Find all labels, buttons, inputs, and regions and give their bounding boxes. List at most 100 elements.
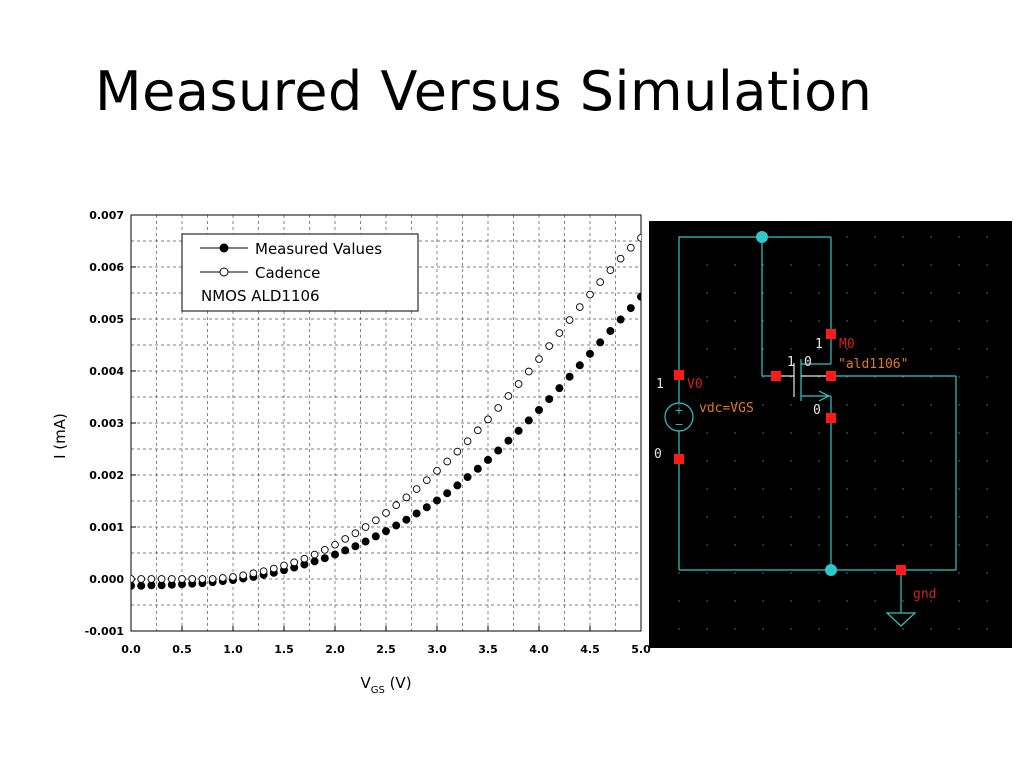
grid-dot — [902, 292, 904, 294]
measured-point — [432, 496, 441, 505]
grid-dot — [706, 516, 708, 518]
x-axis-label-sub: GS — [371, 685, 385, 696]
grid-dot — [734, 432, 736, 434]
measured-point — [565, 372, 574, 381]
grid-dot — [706, 264, 708, 266]
cadence-point — [280, 561, 288, 570]
grid-dot — [874, 516, 876, 518]
grid-dot — [706, 376, 708, 378]
grid-dot — [902, 320, 904, 322]
cadence-point — [473, 426, 482, 435]
grid-dot — [902, 404, 904, 406]
measured-point — [575, 361, 584, 370]
schematic-pins — [674, 329, 906, 575]
nmos-transistor-symbol — [776, 356, 832, 419]
cadence-point — [239, 571, 248, 580]
measured-point — [535, 405, 544, 414]
measured-point — [606, 326, 615, 335]
cadence-point — [157, 575, 166, 583]
measured-point — [392, 521, 401, 530]
cadence-point — [382, 509, 390, 517]
y-tick-label: -0.001 — [85, 625, 124, 638]
grid-dot — [958, 488, 960, 490]
grid-dot — [874, 264, 876, 266]
grid-dot — [734, 600, 736, 602]
measured-point — [402, 515, 411, 524]
grid-dot — [762, 264, 764, 266]
grid-dot — [790, 264, 792, 266]
grid-dot — [734, 348, 736, 350]
cadence-point — [259, 567, 268, 576]
grid-dot — [874, 432, 876, 434]
grid-dot — [818, 320, 820, 322]
cadence-point — [167, 575, 176, 583]
grid-dot — [678, 628, 680, 630]
grid-dot — [734, 264, 736, 266]
grid-dot — [762, 292, 764, 294]
grid-dot — [846, 572, 848, 574]
cadence-point — [565, 316, 574, 324]
grid-dot — [986, 628, 988, 630]
cadence-point — [208, 575, 217, 583]
grid-dot — [958, 348, 960, 350]
cadence-point — [198, 575, 207, 583]
grid-dot — [902, 432, 904, 434]
grid-dot — [706, 488, 708, 490]
grid-dot — [930, 292, 932, 294]
legend-label-cadence: Cadence — [255, 264, 320, 282]
legend-marker-measured — [219, 243, 229, 253]
grid-dot — [930, 376, 932, 378]
y-axis-label: I (mA) — [51, 413, 69, 459]
grid-dot — [902, 628, 904, 630]
measured-point — [330, 550, 339, 559]
grid-dot — [986, 516, 988, 518]
grid-dot — [958, 376, 960, 378]
grid-dot — [846, 320, 848, 322]
grid-dot — [790, 292, 792, 294]
grid-dot — [734, 628, 736, 630]
cadence-point — [331, 540, 339, 549]
v0-bottom-node-label: 0 — [654, 447, 662, 462]
pin-v0-bottom — [674, 454, 684, 464]
grid-dot — [734, 460, 736, 462]
y-tick-label: 0.004 — [89, 365, 124, 378]
grid-dot — [902, 460, 904, 462]
grid-dot — [930, 236, 932, 238]
cadence-point — [616, 254, 625, 263]
cadence-point — [290, 558, 299, 567]
cadence-point — [351, 529, 360, 538]
measured-point — [596, 338, 605, 347]
grid-dot — [874, 600, 876, 602]
grid-dot — [706, 432, 708, 434]
grid-dot — [958, 600, 960, 602]
grid-dot — [986, 320, 988, 322]
grid-dot — [846, 264, 848, 266]
grid-dot — [930, 264, 932, 266]
grid-dot — [902, 516, 904, 518]
grid-dot — [930, 348, 932, 350]
grid-dot — [930, 460, 932, 462]
measured-point — [443, 489, 452, 498]
measured-point — [412, 509, 421, 518]
grid-dot — [734, 572, 736, 574]
x-tick-label: 0.5 — [172, 643, 192, 656]
cadence-point — [494, 404, 503, 412]
grid-dot — [818, 376, 820, 378]
cadence-point — [453, 447, 462, 456]
measured-point — [453, 481, 462, 490]
grid-dot — [846, 516, 848, 518]
pin-v0-top — [674, 370, 684, 380]
grid-dot — [874, 488, 876, 490]
x-axis-label-main: V — [360, 674, 371, 692]
grid-dot — [846, 348, 848, 350]
grid-dot — [902, 236, 904, 238]
grid-dot — [762, 432, 764, 434]
cadence-point — [586, 290, 594, 299]
x-tick-label: 2.0 — [325, 643, 345, 656]
grid-dot — [986, 572, 988, 574]
grid-dot — [734, 320, 736, 322]
grid-dot — [930, 544, 932, 546]
schematic-wires — [678, 236, 957, 613]
measured-point — [351, 542, 360, 551]
m0-source-node-label: 0 — [813, 403, 821, 418]
